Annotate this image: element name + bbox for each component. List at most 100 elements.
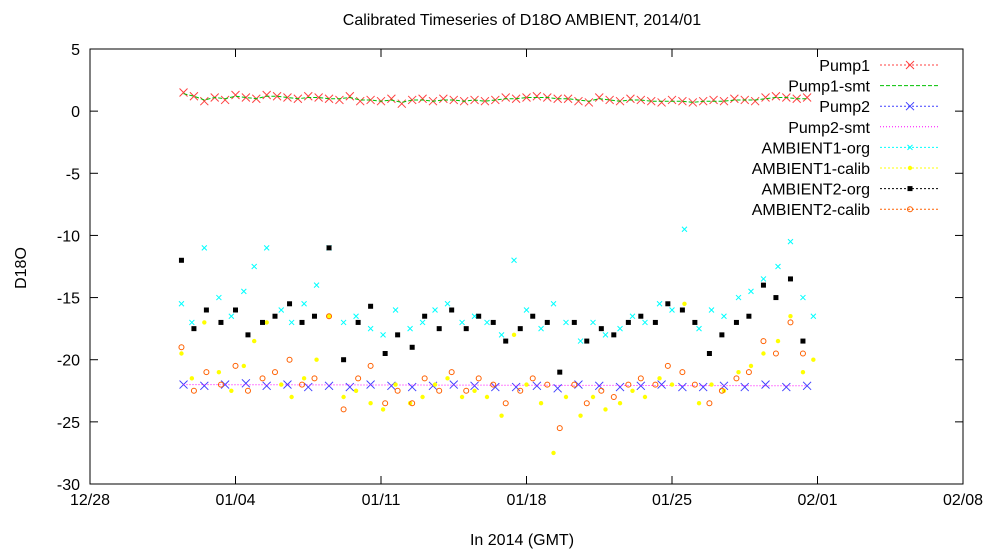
data-point — [314, 93, 323, 102]
data-point — [571, 381, 578, 388]
data-point — [502, 400, 509, 407]
data-point — [905, 101, 915, 111]
data-point — [692, 319, 698, 325]
data-point — [260, 319, 266, 325]
data-point — [252, 338, 257, 344]
data-point — [397, 99, 407, 109]
data-point — [484, 319, 490, 326]
data-point — [299, 319, 305, 325]
data-point — [353, 388, 359, 393]
data-point — [907, 165, 913, 171]
data-point — [696, 401, 702, 406]
data-point — [787, 276, 793, 282]
data-point — [750, 96, 760, 106]
data-point — [490, 382, 500, 392]
data-point — [418, 94, 427, 104]
data-point — [382, 400, 389, 407]
legend-item: Pump1 — [819, 58, 940, 75]
x-tick-label: 01/11 — [362, 492, 401, 509]
data-point — [448, 369, 455, 376]
data-point — [178, 257, 184, 263]
data-point — [245, 332, 251, 338]
data-point — [605, 95, 614, 105]
data-point — [761, 380, 770, 389]
data-point — [761, 93, 770, 102]
data-point — [393, 382, 398, 387]
data-point — [907, 186, 913, 192]
data-point — [421, 375, 428, 382]
data-point — [367, 325, 374, 332]
y-tick-label: -5 — [66, 166, 80, 183]
data-point — [905, 60, 915, 70]
data-point — [642, 319, 648, 326]
data-point — [638, 313, 644, 319]
data-point — [550, 300, 557, 307]
data-point — [691, 381, 698, 388]
data-point — [563, 94, 573, 104]
data-point — [775, 263, 781, 270]
series-ambient1-calib — [179, 301, 816, 456]
data-point — [721, 313, 727, 320]
data-point — [289, 394, 294, 400]
data-point — [709, 382, 714, 387]
data-point — [652, 381, 659, 388]
data-point — [459, 319, 465, 326]
data-point — [355, 375, 362, 382]
data-point — [392, 307, 399, 313]
x-tick-label: 01/04 — [215, 492, 255, 509]
data-point — [272, 91, 282, 101]
data-point — [800, 294, 806, 301]
data-point — [583, 400, 590, 407]
data-point — [501, 93, 511, 102]
data-point — [800, 338, 806, 344]
data-point — [498, 332, 505, 338]
data-point — [335, 95, 344, 105]
data-point — [476, 313, 482, 319]
data-point — [262, 90, 272, 100]
data-point — [313, 282, 320, 288]
data-point — [199, 96, 209, 106]
data-point — [326, 313, 333, 320]
data-point — [326, 314, 332, 319]
data-point — [736, 369, 741, 375]
data-point — [748, 363, 754, 369]
data-point — [231, 90, 240, 100]
data-point — [775, 338, 781, 344]
legend-label: Pump1 — [819, 58, 870, 75]
data-point — [217, 381, 224, 388]
data-point — [220, 95, 230, 105]
data-point — [449, 307, 455, 313]
data-point — [303, 91, 313, 101]
data-point — [706, 400, 713, 407]
y-tick-label: -30 — [57, 477, 80, 494]
series-ambient1-org — [178, 226, 817, 344]
data-point — [788, 314, 793, 319]
data-point — [538, 401, 544, 406]
data-point — [499, 413, 504, 418]
data-point — [544, 319, 550, 325]
data-point — [314, 357, 319, 362]
data-point — [228, 313, 235, 320]
data-point — [272, 313, 278, 319]
data-point — [517, 326, 523, 332]
data-point — [740, 382, 750, 392]
data-point — [598, 387, 605, 394]
data-point — [656, 300, 663, 307]
data-point — [472, 388, 477, 393]
data-point — [781, 382, 791, 392]
data-point — [719, 96, 729, 106]
data-point — [657, 380, 666, 389]
data-point — [787, 319, 794, 326]
plot-frame — [89, 48, 964, 485]
data-point — [787, 238, 794, 245]
data-point — [530, 313, 536, 319]
data-point — [345, 382, 355, 392]
data-point — [730, 94, 739, 104]
data-point — [772, 350, 779, 357]
data-point — [556, 425, 563, 432]
data-point — [629, 313, 636, 320]
data-point — [203, 369, 210, 376]
data-point — [251, 263, 258, 270]
legend-item: AMBIENT1-org — [762, 140, 940, 157]
